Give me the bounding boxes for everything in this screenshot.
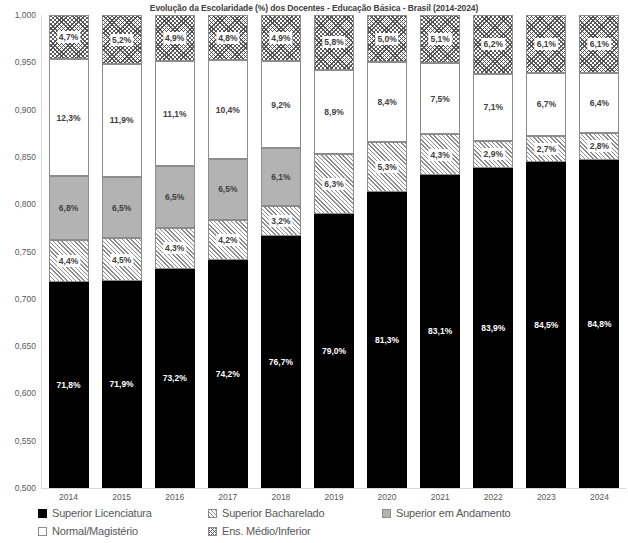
stacked-bar-chart: Evolução da Escolaridade (%) dos Docente…	[0, 0, 628, 543]
x-tick-label: 2014	[42, 492, 95, 502]
segment-label: 4,3%	[428, 149, 451, 161]
segment-label: 4,4%	[57, 255, 80, 267]
x-tick-label: 2020	[361, 492, 414, 502]
legend-label: Normal/Magistério	[52, 525, 138, 537]
x-tick-label: 2023	[520, 492, 573, 502]
segment-label: 6,7%	[537, 99, 556, 109]
legend-swatch-solid-gray	[382, 509, 391, 518]
segment-label: 2,9%	[482, 148, 505, 160]
legend-label: Superior Licenciatura	[52, 507, 152, 519]
segment-label: 6,1%	[535, 38, 558, 50]
legend-swatch-hatch-light	[208, 509, 217, 518]
y-tick-label: 0,700	[2, 294, 36, 304]
y-axis-line	[41, 15, 42, 488]
segment-label: 5,2%	[110, 34, 133, 46]
y-tick-label: 0,500	[2, 483, 36, 493]
segment-label: 71,9%	[110, 379, 134, 389]
y-tick-label: 0,900	[2, 105, 36, 115]
legend: Superior Licenciatura Superior Bacharelad…	[38, 504, 613, 540]
segment-label: 4,9%	[163, 32, 186, 44]
segment-label: 6,1%	[271, 172, 290, 182]
x-axis-line	[41, 488, 626, 489]
segment-label: 6,5%	[112, 203, 131, 213]
segment-label: 12,3%	[56, 113, 80, 123]
legend-item: Superior Bacharelado	[208, 507, 382, 519]
y-tick-label: 0,550	[2, 436, 36, 446]
y-tick-label: 1,000	[2, 10, 36, 20]
legend-label: Superior Bacharelado	[222, 507, 324, 519]
segment-label: 3,2%	[269, 215, 292, 227]
segment-label: 81,3%	[375, 335, 399, 345]
legend-item: Superior Licenciatura	[38, 507, 208, 519]
legend-swatch-solid-black	[38, 509, 47, 518]
segment-label: 73,2%	[163, 373, 187, 383]
legend-item: Ens. Médio/Inferior	[208, 525, 382, 537]
segment-label: 79,0%	[322, 346, 346, 356]
x-tick-label: 2016	[148, 492, 201, 502]
x-tick-label: 2017	[201, 492, 254, 502]
x-tick-label: 2024	[573, 492, 626, 502]
x-tick-label: 2021	[414, 492, 467, 502]
segment-label: 4,3%	[163, 242, 186, 254]
segment-label: 11,1%	[163, 109, 187, 119]
segment-label: 74,2%	[216, 369, 240, 379]
segment-label: 2,7%	[535, 143, 558, 155]
segment-label: 5,8%	[322, 36, 345, 48]
segment-label: 84,8%	[587, 319, 611, 329]
legend-swatch-hatch-dark	[208, 527, 217, 536]
y-tick-label: 0,800	[2, 199, 36, 209]
legend-swatch-solid-white	[38, 527, 47, 536]
segment-label: 4,7%	[57, 31, 80, 43]
segment-label: 7,5%	[430, 94, 449, 104]
segment-label: 6,5%	[218, 184, 237, 194]
y-tick-label: 0,950	[2, 57, 36, 67]
x-tick-label: 2015	[95, 492, 148, 502]
segment-label: 6,8%	[59, 203, 78, 213]
legend-item: Normal/Magistério	[38, 525, 208, 537]
segment-label: 2,8%	[588, 140, 611, 152]
segment-label: 6,2%	[482, 38, 505, 50]
segment-label: 4,2%	[216, 234, 239, 246]
y-tick-label: 0,750	[2, 247, 36, 257]
chart-title: Evolução da Escolaridade (%) dos Docente…	[0, 3, 628, 13]
segment-label: 71,8%	[56, 380, 80, 390]
legend-item: Superior em Andamento	[382, 507, 613, 519]
x-tick-label: 2022	[467, 492, 520, 502]
segment-label: 11,9%	[110, 115, 134, 125]
segment-label: 7,1%	[484, 102, 503, 112]
segment-label: 6,4%	[590, 98, 609, 108]
segment-label: 9,2%	[271, 100, 290, 110]
y-tick-label: 0,850	[2, 152, 36, 162]
segment-label: 4,9%	[269, 32, 292, 44]
segment-label: 8,4%	[377, 97, 396, 107]
x-tick-label: 2019	[307, 492, 360, 502]
segment-label: 6,5%	[165, 192, 184, 202]
segment-label: 10,4%	[216, 105, 240, 115]
segment-label: 5,1%	[428, 33, 451, 45]
segment-label: 4,8%	[216, 32, 239, 44]
legend-label: Ens. Médio/Inferior	[222, 525, 311, 537]
x-tick-label: 2018	[254, 492, 307, 502]
segment-label: 83,1%	[428, 326, 452, 336]
y-tick-label: 0,650	[2, 341, 36, 351]
segment-label: 84,5%	[534, 320, 558, 330]
segment-label: 6,1%	[588, 38, 611, 50]
segment-label: 4,5%	[110, 254, 133, 266]
segment-label: 5,3%	[375, 161, 398, 173]
y-tick-label: 0,600	[2, 388, 36, 398]
segment-label: 8,9%	[324, 107, 343, 117]
segment-label: 5,0%	[375, 33, 398, 45]
segment-label: 6,3%	[322, 178, 345, 190]
segment-label: 83,9%	[481, 323, 505, 333]
segment-label: 76,7%	[269, 357, 293, 367]
legend-label: Superior em Andamento	[396, 507, 510, 519]
